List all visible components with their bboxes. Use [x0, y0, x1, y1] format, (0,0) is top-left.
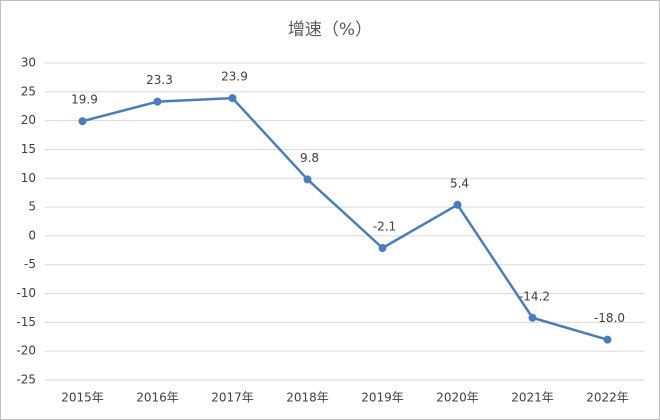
- y-tick-label: 0: [28, 228, 36, 242]
- point-marker: [78, 117, 87, 126]
- series-line: [82, 96, 608, 341]
- y-tick-label: 15: [21, 142, 36, 156]
- x-tick-label: 2017年: [211, 391, 254, 405]
- y-tick-label: 20: [21, 113, 36, 127]
- data-label: 23.9: [221, 70, 248, 84]
- x-tick-label: 2020年: [436, 391, 479, 405]
- point-marker: [603, 335, 612, 344]
- data-label: 23.3: [146, 73, 173, 87]
- y-tick-label: -5: [24, 257, 36, 271]
- point-marker: [153, 97, 162, 106]
- x-tick-label: 2021年: [511, 391, 554, 405]
- x-tick-label: 2019年: [361, 391, 404, 405]
- chart-title: 增速（%）: [288, 20, 372, 40]
- data-label: 19.9: [71, 93, 98, 107]
- x-tick-label: 2018年: [286, 391, 329, 405]
- data-label: -2.1: [373, 220, 396, 234]
- point-marker: [453, 200, 462, 209]
- x-tick-label: 2015年: [61, 391, 104, 405]
- x-tick-label: 2016年: [136, 391, 179, 405]
- point-marker: [378, 244, 387, 253]
- y-tick-label: -20: [16, 344, 36, 358]
- y-tick-label: 10: [21, 171, 36, 185]
- y-tick-label: -25: [16, 373, 36, 387]
- y-tick-label: -10: [16, 286, 36, 300]
- y-tick-label: 5: [28, 200, 36, 214]
- point-marker: [303, 175, 312, 184]
- data-label: -18.0: [594, 311, 625, 325]
- point-marker: [528, 313, 537, 322]
- point-marker: [228, 94, 237, 103]
- data-label: 9.8: [300, 151, 319, 165]
- data-label: -14.2: [519, 289, 550, 303]
- x-tick-label: 2022年: [586, 391, 629, 405]
- y-tick-label: 25: [21, 84, 36, 98]
- y-tick-label: 30: [21, 56, 36, 70]
- data-label: 5.4: [450, 176, 469, 190]
- y-tick-label: -15: [16, 315, 36, 329]
